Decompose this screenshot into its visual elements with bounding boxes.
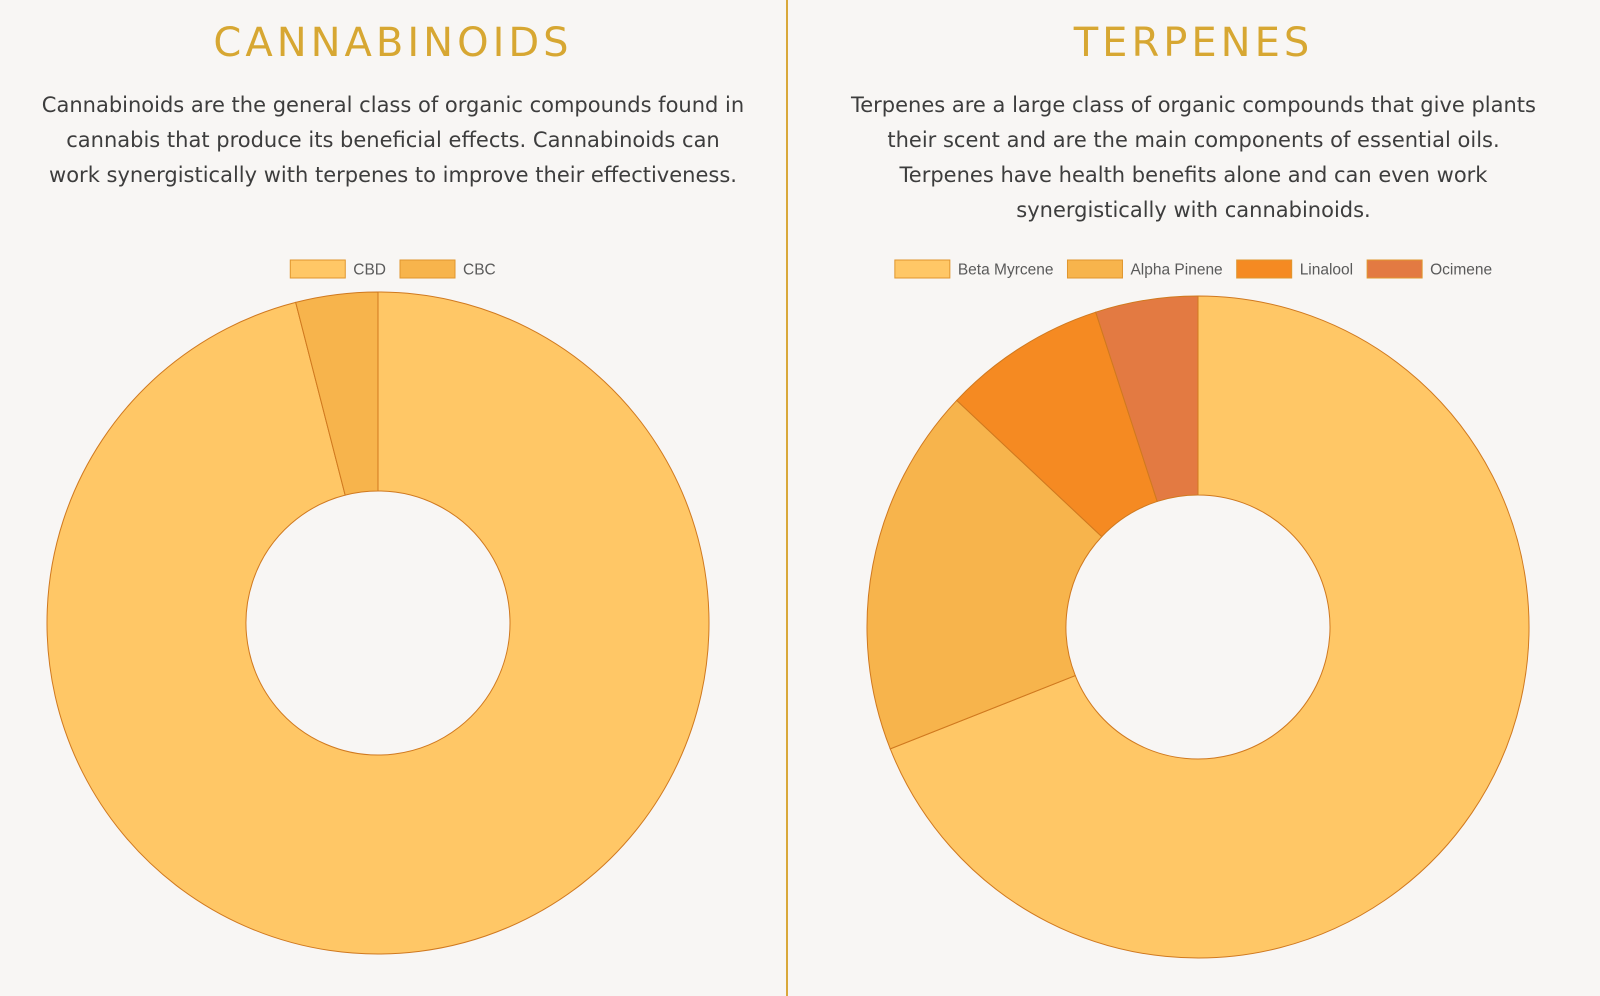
legend-label: CBC — [463, 262, 496, 279]
legend-swatch — [289, 259, 346, 279]
legend-swatch — [399, 259, 456, 279]
panel-divider — [786, 0, 788, 996]
legend-item-cbd[interactable]: CBD — [289, 259, 386, 279]
legend-item-cbc[interactable]: CBC — [399, 259, 496, 279]
terpenes-title: TERPENES — [1073, 20, 1314, 66]
legend-swatch — [1066, 259, 1123, 279]
slice-cbc[interactable] — [295, 291, 379, 496]
legend-label: Alpha Pinene — [1130, 262, 1222, 279]
legend-label: Beta Myrcene — [958, 262, 1054, 279]
legend-swatch — [894, 259, 951, 279]
legend-item-alpha-pinene[interactable]: Alpha Pinene — [1066, 259, 1223, 279]
slice-ocimene[interactable] — [1095, 295, 1199, 503]
legend-swatch — [1366, 259, 1423, 279]
terpenes-description: Terpenes are a large class of organic co… — [850, 93, 1536, 222]
slice-beta-myrcene[interactable] — [889, 295, 1530, 959]
legend-label: Linalool — [1300, 262, 1353, 279]
slice-alpha-pinene[interactable] — [866, 399, 1103, 750]
legend-label: Ocimene — [1430, 262, 1492, 279]
slice-cbd[interactable] — [46, 291, 710, 955]
cannabinoids-donut-chart: CBD CBC — [46, 259, 710, 955]
cannabinoids-title: CANNABINOIDS — [213, 20, 573, 66]
legend-item-linalool[interactable]: Linalool — [1236, 259, 1353, 279]
cannabinoids-description: Cannabinoids are the general class of or… — [41, 93, 745, 187]
terpenes-panel: TERPENES Terpenes are a large class of o… — [787, 0, 1600, 996]
legend-item-beta-myrcene[interactable]: Beta Myrcene — [894, 259, 1054, 279]
legend-item-ocimene[interactable]: Ocimene — [1366, 259, 1492, 279]
legend-label: CBD — [353, 262, 386, 279]
terpenes-donut-chart: Beta Myrcene Alpha Pinene Linalool Ocimene — [866, 259, 1530, 959]
cannabinoids-panel: CANNABINOIDS Cannabinoids are the genera… — [0, 0, 786, 996]
legend-swatch — [1236, 259, 1293, 279]
